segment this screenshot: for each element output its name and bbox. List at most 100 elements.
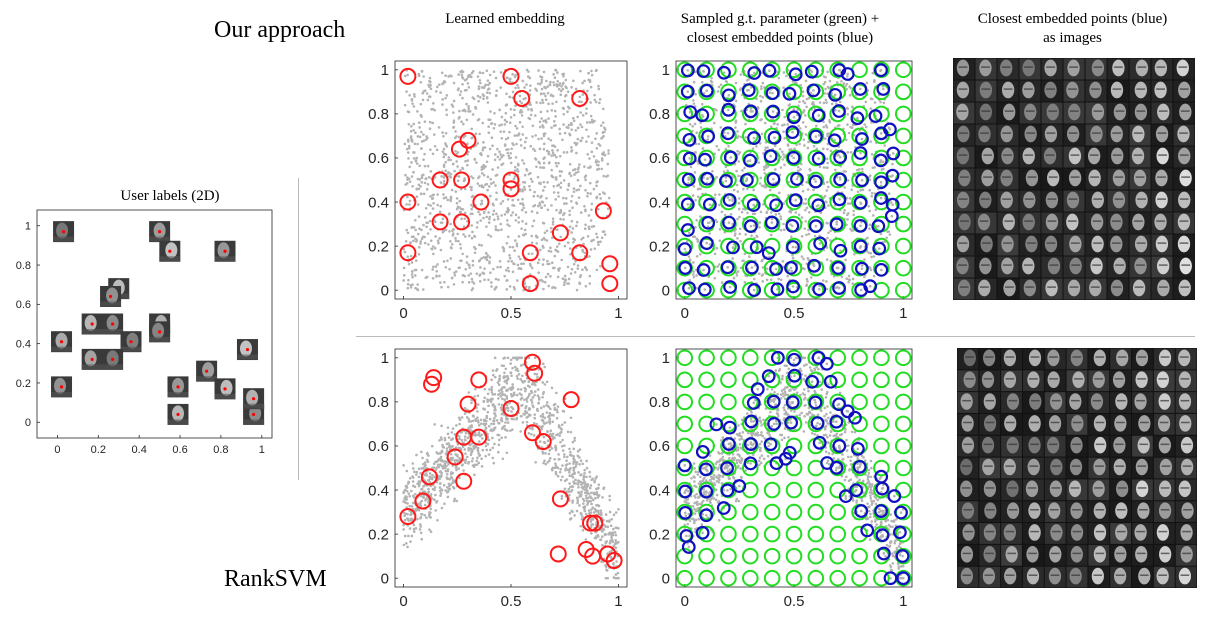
embedding-point xyxy=(570,128,573,131)
x-tick-label: 0 xyxy=(681,305,689,322)
embedding-point xyxy=(758,182,762,185)
embedding-point xyxy=(544,94,547,98)
embedding-point xyxy=(562,410,566,413)
embedding-point xyxy=(411,475,414,478)
embedding-point xyxy=(484,165,487,168)
embedding-point xyxy=(510,405,513,409)
embedding-point xyxy=(494,414,497,418)
embedding-point xyxy=(440,488,443,491)
embedding-point xyxy=(515,418,518,421)
embedding-point xyxy=(471,280,474,284)
embedding-point xyxy=(560,444,564,448)
embedding-point xyxy=(532,405,535,409)
face-cell-face xyxy=(1156,147,1169,165)
embedding-point xyxy=(476,394,480,398)
embedding-point xyxy=(846,202,850,205)
embedding-point xyxy=(469,420,473,423)
embedding-point xyxy=(522,363,525,366)
embedding-point xyxy=(789,266,793,270)
embedding-point xyxy=(523,389,527,393)
embedding-point xyxy=(515,374,519,378)
embedding-point xyxy=(571,501,574,504)
embedding-point xyxy=(485,182,489,186)
blue-closest-circle xyxy=(831,260,846,275)
embedding-point xyxy=(491,168,494,171)
face-cell-face xyxy=(1090,213,1104,231)
embedding-point xyxy=(877,247,881,250)
embedding-point xyxy=(534,114,537,117)
embedding-point xyxy=(580,237,583,241)
embedding-point xyxy=(420,181,424,184)
embedding-point xyxy=(525,420,529,424)
embedding-point xyxy=(572,119,576,123)
embedding-point xyxy=(467,417,471,421)
embedding-point xyxy=(536,194,540,198)
embedding-point xyxy=(574,129,578,132)
embedding-point xyxy=(848,93,852,97)
embedding-point xyxy=(474,419,478,423)
embedding-point xyxy=(509,107,513,111)
embedding-point xyxy=(542,134,546,138)
face-thumbnail xyxy=(102,313,124,335)
embedding-point xyxy=(428,79,431,83)
face-cell-face xyxy=(1045,279,1058,297)
face-cell-face xyxy=(1088,169,1101,187)
embedding-point xyxy=(588,181,592,185)
embedding-point xyxy=(809,91,813,95)
embedding-point xyxy=(565,202,568,205)
embedding-point xyxy=(501,162,505,165)
embedding-point xyxy=(414,131,417,134)
embedding-point xyxy=(569,450,572,454)
embedding-point xyxy=(859,224,862,228)
embedding-point xyxy=(523,282,527,285)
embedding-point xyxy=(541,412,545,416)
embedding-point xyxy=(868,223,872,227)
embedding-point xyxy=(607,149,610,152)
face-cell-face xyxy=(1001,81,1015,99)
face-cell xyxy=(1085,146,1107,168)
embedding-point xyxy=(474,387,477,391)
green-sample-circle xyxy=(894,83,912,101)
embedding-point xyxy=(541,381,545,384)
embedding-point xyxy=(588,282,592,285)
embedding-point xyxy=(522,97,525,101)
embedding-point xyxy=(499,418,503,421)
embedding-point xyxy=(487,221,491,224)
embedding-point xyxy=(770,221,774,224)
embedding-point xyxy=(460,439,464,442)
embedding-point xyxy=(443,280,446,284)
embedding-point xyxy=(583,175,587,179)
embedding-point xyxy=(589,101,592,104)
embedding-point xyxy=(599,509,603,512)
embedding-point xyxy=(706,225,710,229)
face-cell-eyes xyxy=(983,154,993,156)
embedding-point xyxy=(692,102,696,105)
embedding-point xyxy=(849,86,852,90)
embedding-point xyxy=(804,219,807,223)
embedding-point xyxy=(869,107,873,110)
embedding-point xyxy=(531,124,535,128)
blue-closest-circle xyxy=(832,104,846,118)
face-cell-face xyxy=(1155,169,1168,187)
face-cell xyxy=(1151,146,1173,168)
embedding-point xyxy=(577,100,581,104)
embedding-point xyxy=(500,123,503,126)
embedding-point xyxy=(481,71,485,75)
embedding-point xyxy=(600,167,604,171)
embedding-point xyxy=(403,74,407,78)
face-cell-face xyxy=(979,59,992,77)
face-cell-face xyxy=(1067,279,1081,297)
embedding-point xyxy=(582,502,585,505)
embedding-point xyxy=(411,462,415,465)
embedding-point xyxy=(574,171,578,175)
embedding-point xyxy=(438,210,442,214)
embedding-point xyxy=(791,224,794,228)
embedding-point xyxy=(581,268,584,272)
embedding-point xyxy=(554,462,557,465)
face-cell xyxy=(953,124,975,146)
embedding-point xyxy=(801,94,805,98)
embedding-point xyxy=(806,188,810,191)
blue-closest-circle xyxy=(746,198,761,212)
face-thumbnail xyxy=(149,321,171,343)
embedding-point xyxy=(497,433,501,437)
